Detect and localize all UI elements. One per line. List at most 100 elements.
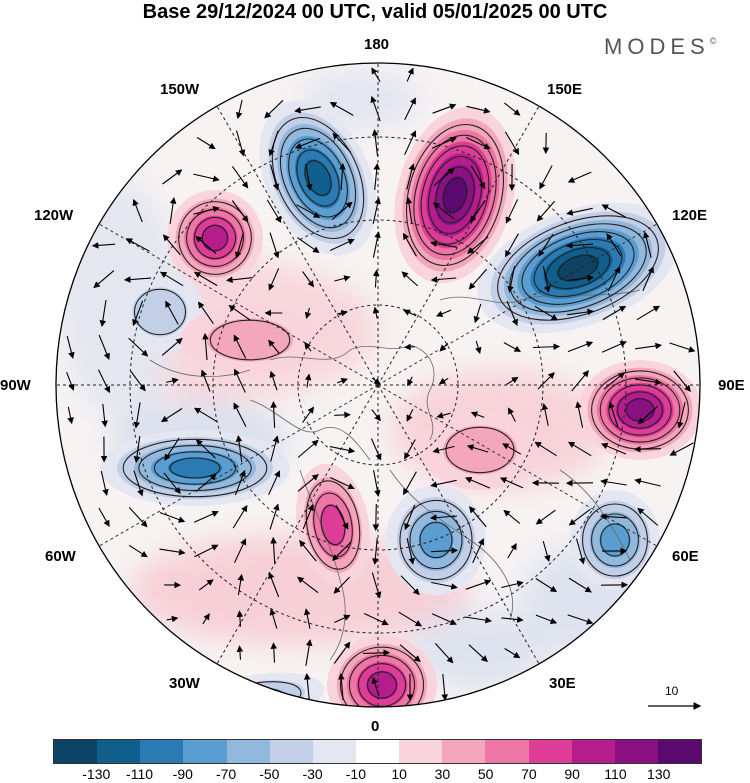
lon-label-60w: 60W xyxy=(45,548,76,565)
wind-vector xyxy=(160,408,183,423)
wind-vector xyxy=(501,616,524,623)
wind-vector xyxy=(472,538,485,564)
wind-vector xyxy=(159,511,186,523)
wind-vector xyxy=(268,470,281,496)
wind-vector xyxy=(371,67,381,82)
wind-vector xyxy=(165,300,179,325)
wind-vector xyxy=(331,201,353,221)
colorbar-tick-label: 50 xyxy=(477,766,494,782)
wind-vector xyxy=(567,308,594,316)
wind-vector xyxy=(441,674,448,701)
colorbar-swatch xyxy=(97,740,141,763)
wind-vector xyxy=(196,137,216,150)
colorbar-tick-label: -130 xyxy=(82,766,111,782)
wind-vector xyxy=(542,266,551,293)
lon-label-90e: 90E xyxy=(718,377,745,394)
wind-vector xyxy=(370,95,381,122)
colorbar-tick-label: 70 xyxy=(521,766,537,782)
wind-vector xyxy=(200,369,211,392)
wind-vector xyxy=(233,402,247,427)
wind-vector xyxy=(159,271,184,287)
wind-vector xyxy=(475,340,482,355)
wind-vector xyxy=(406,408,414,422)
wind-vector xyxy=(233,334,247,359)
colorbar-swatch xyxy=(226,740,270,763)
colorbar-swatch xyxy=(485,740,529,763)
wind-vector xyxy=(635,342,662,350)
anomaly-negative xyxy=(570,490,660,590)
wind-vector xyxy=(67,406,74,425)
wind-vector xyxy=(193,206,220,215)
wind-vector xyxy=(268,268,280,291)
meridian-line xyxy=(91,384,379,551)
wind-vector xyxy=(430,276,457,283)
wind-vector xyxy=(571,370,590,392)
wind-vector xyxy=(228,304,252,321)
anomaly-positive xyxy=(327,635,437,707)
wind-vector xyxy=(303,608,311,629)
wind-vector xyxy=(404,343,415,351)
wind-vector xyxy=(132,300,144,327)
wind-vector xyxy=(162,234,181,256)
wind-vector xyxy=(536,200,556,222)
contour xyxy=(133,288,187,336)
wind-vector xyxy=(430,547,459,554)
wind-vector xyxy=(567,171,592,183)
wind-vector xyxy=(269,608,278,629)
wind-vector xyxy=(337,309,348,317)
wind-vector xyxy=(436,412,451,419)
contour xyxy=(153,451,237,485)
wind-vector xyxy=(600,478,627,486)
colorbar-swatch xyxy=(657,740,702,763)
wind-vector xyxy=(334,411,351,419)
wind-vector xyxy=(166,377,179,385)
wind-vector xyxy=(430,240,457,248)
wind-vectors xyxy=(66,67,696,702)
wind-vector xyxy=(264,99,284,119)
wind-vector xyxy=(269,503,280,530)
wind-vector xyxy=(633,445,662,453)
wind-vector xyxy=(542,540,551,562)
colorbar-tick-label: 30 xyxy=(434,766,451,782)
wind-vector xyxy=(535,509,556,525)
wind-vector xyxy=(91,242,116,249)
wind-vector xyxy=(673,370,691,392)
wind-vector xyxy=(575,401,584,428)
wind-vector xyxy=(399,644,421,663)
wind-vector xyxy=(303,673,311,700)
wind-vector xyxy=(608,266,621,292)
wind-vector xyxy=(128,337,149,357)
anomaly-positive xyxy=(295,463,371,587)
wind-vector xyxy=(465,616,492,624)
lon-label-30w: 30W xyxy=(169,675,200,692)
wind-vector xyxy=(404,504,416,531)
anomaly-negative xyxy=(100,430,290,506)
wind-vector xyxy=(602,305,627,321)
wind-vector xyxy=(506,376,519,385)
wind-vector xyxy=(567,441,592,457)
wind-vector xyxy=(601,340,627,353)
wind-vector xyxy=(566,207,593,216)
wind-vector xyxy=(567,341,594,353)
wind-vector xyxy=(538,233,554,257)
wind-vector xyxy=(432,445,455,454)
anomaly-positive xyxy=(180,305,320,375)
contour xyxy=(296,149,340,207)
wind-vector xyxy=(464,477,491,489)
wind-vector xyxy=(237,573,244,596)
wind-vector xyxy=(98,369,111,394)
wind-vector xyxy=(504,648,521,659)
wind-vector xyxy=(371,676,380,697)
wind-vector xyxy=(372,231,381,258)
wind-vector xyxy=(470,411,485,418)
wind-vector xyxy=(159,548,186,556)
meridian-line xyxy=(91,219,379,386)
wind-vector xyxy=(505,199,519,224)
wind-vector xyxy=(372,197,381,224)
wind-vector xyxy=(431,136,457,149)
wind-vector xyxy=(373,470,381,497)
wind-vector xyxy=(468,506,487,528)
wind-vector xyxy=(406,163,416,190)
contour xyxy=(521,231,635,305)
colorbar xyxy=(53,739,702,764)
